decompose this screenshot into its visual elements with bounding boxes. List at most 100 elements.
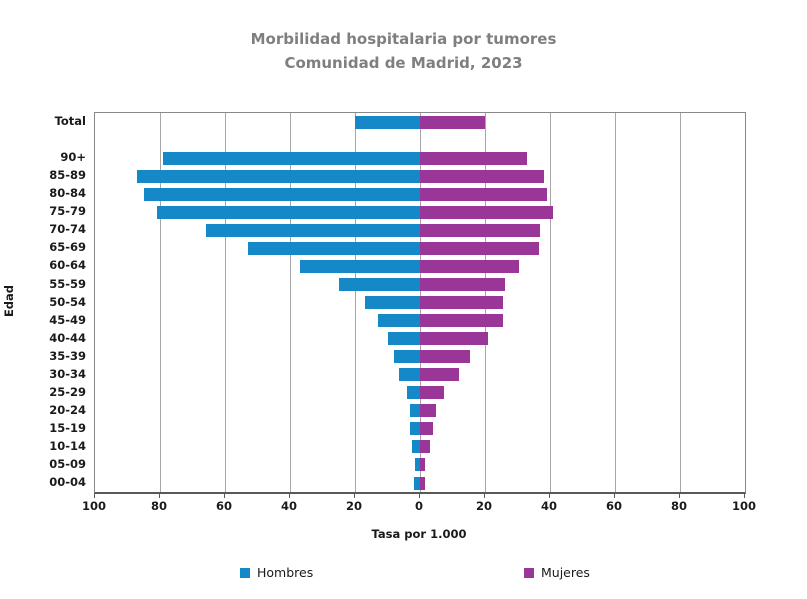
bar-hombres-40-44 (387, 332, 420, 346)
bar-hombres-80-84 (143, 187, 421, 201)
y-axis-label-60-64: 60-64 (49, 258, 86, 273)
x-axis-tickmark (549, 493, 550, 498)
mujeres-legend-swatch (524, 568, 534, 578)
bar-hombres-70-74 (205, 223, 420, 237)
y-axis-label-15-19: 15-19 (49, 420, 86, 435)
y-axis-label-80-84: 80-84 (49, 186, 86, 201)
bar-mujeres-50-54 (420, 296, 503, 309)
x-axis-tick-label: 60 (215, 499, 232, 513)
bar-mujeres-70-74 (420, 223, 541, 237)
y-axis-label-10-14: 10-14 (49, 438, 86, 453)
gridline (615, 113, 616, 492)
y-axis-label-25-29: 25-29 (49, 384, 86, 399)
bar-mujeres-10-14 (420, 440, 430, 454)
bar-mujeres-35-39 (420, 350, 471, 364)
x-axis-tick-label: 0 (414, 499, 423, 513)
bar-hombres-10-14 (411, 440, 420, 454)
x-axis-title: Tasa por 1.000 (371, 527, 467, 541)
y-axis-label-05-09: 05-09 (49, 456, 86, 471)
hombres-legend-swatch (240, 568, 250, 578)
bar-hombres-20-24 (410, 404, 421, 418)
x-axis-tick-label: 80 (670, 499, 687, 513)
bar-mujeres-05-09 (420, 458, 425, 472)
plot-area (94, 112, 746, 494)
bar-mujeres-45-49 (420, 314, 503, 327)
bar-mujeres-85-89 (420, 169, 544, 183)
y-axis-label-00-04: 00-04 (49, 475, 86, 489)
bar-mujeres-40-44 (420, 332, 489, 346)
y-axis-label-55-59: 55-59 (49, 276, 86, 291)
bar-hombres-65-69 (247, 241, 421, 255)
bar-mujeres-25-29 (420, 386, 445, 400)
gridline (550, 113, 551, 492)
x-axis-tickmark (419, 493, 420, 498)
x-axis-tickmark (224, 493, 225, 498)
bar-hombres-75-79 (156, 205, 421, 219)
x-axis-tick-label: 100 (81, 499, 106, 513)
x-axis-tickmark (289, 493, 290, 498)
bar-mujeres-00-04 (420, 476, 425, 490)
y-axis-label-total: Total (54, 114, 86, 128)
gridline (680, 113, 681, 492)
y-axis-label-45-49: 45-49 (49, 312, 86, 327)
x-axis-tickmark (744, 493, 745, 498)
bar-hombres-90+ (163, 151, 421, 165)
bar-hombres-85-89 (137, 169, 421, 183)
y-axis-label-85-89: 85-89 (49, 168, 86, 183)
bar-hombres-Total (355, 115, 420, 129)
bar-hombres-60-64 (299, 259, 421, 273)
bar-hombres-55-59 (338, 278, 421, 291)
x-axis-tick-label: 60 (605, 499, 622, 513)
x-axis-tick-label: 80 (150, 499, 167, 513)
bar-hombres-50-54 (364, 296, 421, 309)
bar-hombres-30-34 (398, 368, 420, 382)
y-axis-label-70-74: 70-74 (49, 222, 86, 237)
y-axis-label-35-39: 35-39 (49, 348, 86, 363)
x-axis-tick-label: 20 (475, 499, 492, 513)
bar-mujeres-30-34 (420, 368, 459, 382)
legend-item-mujeres: Mujeres (524, 566, 590, 580)
bar-mujeres-20-24 (420, 404, 437, 418)
y-axis-label-30-34: 30-34 (49, 366, 86, 381)
x-axis-tick-label: 20 (345, 499, 362, 513)
x-axis-tickmark (614, 493, 615, 498)
bar-hombres-05-09 (415, 458, 420, 472)
bar-hombres-35-39 (394, 350, 420, 364)
hombres-legend-label: Hombres (257, 565, 314, 580)
bar-mujeres-80-84 (420, 187, 547, 201)
bar-hombres-15-19 (410, 422, 421, 436)
gridline (160, 113, 161, 492)
bar-mujeres-65-69 (420, 241, 539, 255)
y-axis-label-90+: 90+ (60, 150, 86, 165)
chart-title-line1: Morbilidad hospitalaria por tumores (250, 30, 557, 48)
x-axis-tickmark (94, 493, 95, 498)
x-axis-tickmark (354, 493, 355, 498)
bar-mujeres-15-19 (420, 422, 433, 436)
x-axis-tick-label: 100 (731, 499, 756, 513)
bar-hombres-25-29 (407, 386, 420, 400)
gridline (290, 113, 291, 492)
bar-mujeres-60-64 (420, 259, 520, 273)
gridline (355, 113, 356, 492)
bar-mujeres-90+ (420, 151, 528, 165)
y-axis-labels: Total 90+ 85-89 80-84 75-79 70-74 65-69 60-64 55… (0, 112, 86, 491)
x-axis-tickmark (679, 493, 680, 498)
y-axis-label-20-24: 20-24 (49, 402, 86, 417)
x-axis-tickmark (484, 493, 485, 498)
y-axis-label-50-54: 50-54 (49, 294, 86, 309)
x-axis-tickmark (159, 493, 160, 498)
bar-hombres-00-04 (413, 476, 420, 490)
mujeres-legend-label: Mujeres (541, 565, 590, 580)
gridline (225, 113, 226, 492)
bar-mujeres-75-79 (420, 205, 554, 219)
chart-title: Morbilidad hospitalaria por tumores Comu… (0, 27, 807, 75)
y-axis-label-75-79: 75-79 (49, 204, 86, 219)
y-axis-label-40-44: 40-44 (49, 330, 86, 345)
bar-hombres-45-49 (377, 314, 421, 327)
chart-title-line2: Comunidad de Madrid, 2023 (284, 54, 523, 72)
y-axis-label-65-69: 65-69 (49, 240, 86, 255)
x-axis-tick-label: 40 (540, 499, 557, 513)
x-axis-tick-label: 40 (280, 499, 297, 513)
bar-mujeres-55-59 (420, 278, 505, 291)
